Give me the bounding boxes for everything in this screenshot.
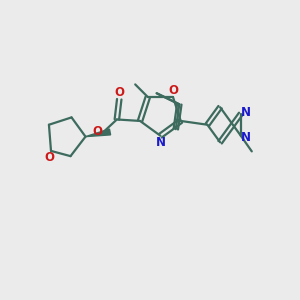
Text: N: N xyxy=(241,106,251,119)
Text: O: O xyxy=(168,84,178,97)
Text: O: O xyxy=(92,125,102,138)
Text: O: O xyxy=(44,151,55,164)
Text: N: N xyxy=(155,136,165,149)
Polygon shape xyxy=(85,129,111,136)
Text: N: N xyxy=(241,130,251,144)
Text: O: O xyxy=(114,86,124,99)
